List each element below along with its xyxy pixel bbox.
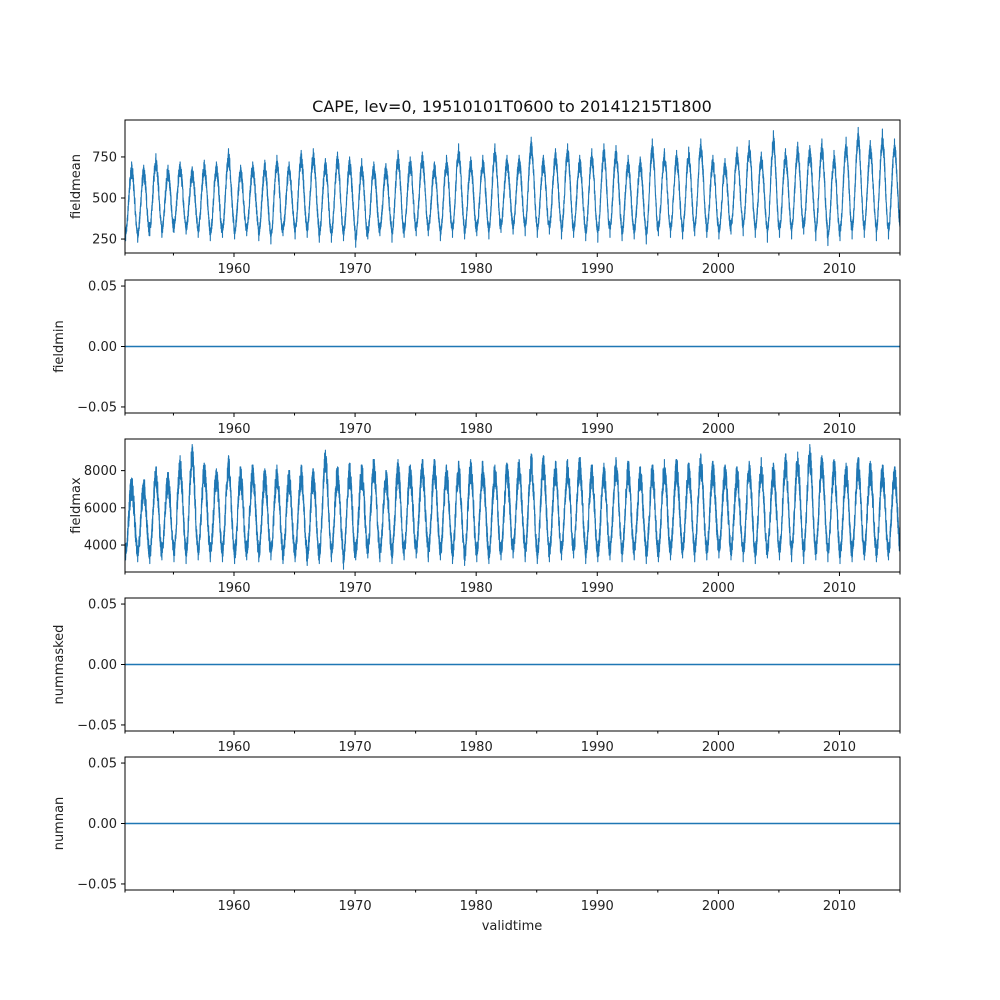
x-tick-label: 1960 <box>217 740 250 755</box>
x-tick-label: 1970 <box>339 740 372 755</box>
x-tick-label: 1980 <box>460 422 493 437</box>
series-line-fieldmax <box>125 444 900 570</box>
y-tick-label: −0.05 <box>77 400 117 415</box>
y-tick-label: 4000 <box>84 539 117 554</box>
x-tick-label: 1990 <box>581 581 614 596</box>
y-axis-label-fieldmean: fieldmean <box>69 154 84 219</box>
y-tick-label: 500 <box>92 191 117 206</box>
x-tick-label: 1990 <box>581 899 614 914</box>
x-tick-label: 2010 <box>823 262 856 277</box>
y-tick-label: 0.00 <box>88 340 117 355</box>
panel-frame <box>124 438 901 573</box>
x-tick-label: 1960 <box>217 581 250 596</box>
y-tick-label: 8000 <box>84 464 117 479</box>
x-tick-label: 2010 <box>823 581 856 596</box>
panel-fieldmean: 250 500 750 1960 1970 1980 1990 2000 2010 fieldme… <box>69 119 901 277</box>
y-tick-label: 0.05 <box>88 598 117 613</box>
panel-numnan: −0.05 0.00 0.05 1960 1970 1980 1990 2000 2010 num… <box>52 756 901 914</box>
panel-nummasked: −0.05 0.00 0.05 1960 1970 1980 1990 2000 2010 num… <box>52 597 901 755</box>
panels-group: 250 500 750 1960 1970 1980 1990 2000 2010 fieldme… <box>52 119 901 914</box>
x-tick-label: 2000 <box>702 899 735 914</box>
x-tick-label: 1990 <box>581 422 614 437</box>
x-axis-label: validtime <box>482 919 543 934</box>
x-tick-label: 2010 <box>823 899 856 914</box>
x-tick-label: 1980 <box>460 899 493 914</box>
x-tick-label: 2000 <box>702 422 735 437</box>
y-tick-label: 0.00 <box>88 817 117 832</box>
y-axis-label-nummasked: nummasked <box>52 625 67 705</box>
x-tick-label: 1990 <box>581 262 614 277</box>
panel-frame <box>124 119 901 254</box>
x-tick-label: 1960 <box>217 262 250 277</box>
y-tick-label: 0.00 <box>88 658 117 673</box>
x-tick-label: 1970 <box>339 899 372 914</box>
x-tick-label: 2010 <box>823 422 856 437</box>
x-tick-label: 1980 <box>460 740 493 755</box>
y-axis-label-fieldmin: fieldmin <box>52 320 67 373</box>
x-tick-label: 1980 <box>460 262 493 277</box>
y-axis-label-fieldmax: fieldmax <box>69 477 84 534</box>
x-tick-label: 2000 <box>702 581 735 596</box>
y-axis-label-numnan: numnan <box>52 797 67 851</box>
y-tick-label: 6000 <box>84 501 117 516</box>
y-tick-label: 250 <box>92 233 117 248</box>
y-tick-label: 750 <box>92 150 117 165</box>
chart-title: CAPE, lev=0, 19510101T0600 to 20141215T1… <box>312 97 712 116</box>
x-tick-label: 2000 <box>702 262 735 277</box>
x-tick-label: 1970 <box>339 581 372 596</box>
x-tick-label: 1960 <box>217 422 250 437</box>
x-tick-label: 1990 <box>581 740 614 755</box>
y-tick-label: 0.05 <box>88 757 117 772</box>
x-tick-label: 1970 <box>339 422 372 437</box>
panel-fieldmin: −0.05 0.00 0.05 1960 1970 1980 1990 2000 2010 fie… <box>52 279 901 437</box>
x-tick-label: 1980 <box>460 581 493 596</box>
series-line-fieldmean <box>125 126 900 248</box>
y-tick-label: −0.05 <box>77 718 117 733</box>
y-tick-label: −0.05 <box>77 877 117 892</box>
y-tick-label: 0.05 <box>88 280 117 295</box>
panel-fieldmax: 4000 6000 8000 1960 1970 1980 1990 2000 2010 fiel… <box>69 438 901 596</box>
x-tick-label: 1970 <box>339 262 372 277</box>
x-tick-label: 1960 <box>217 899 250 914</box>
x-tick-label: 2010 <box>823 740 856 755</box>
x-tick-label: 2000 <box>702 740 735 755</box>
